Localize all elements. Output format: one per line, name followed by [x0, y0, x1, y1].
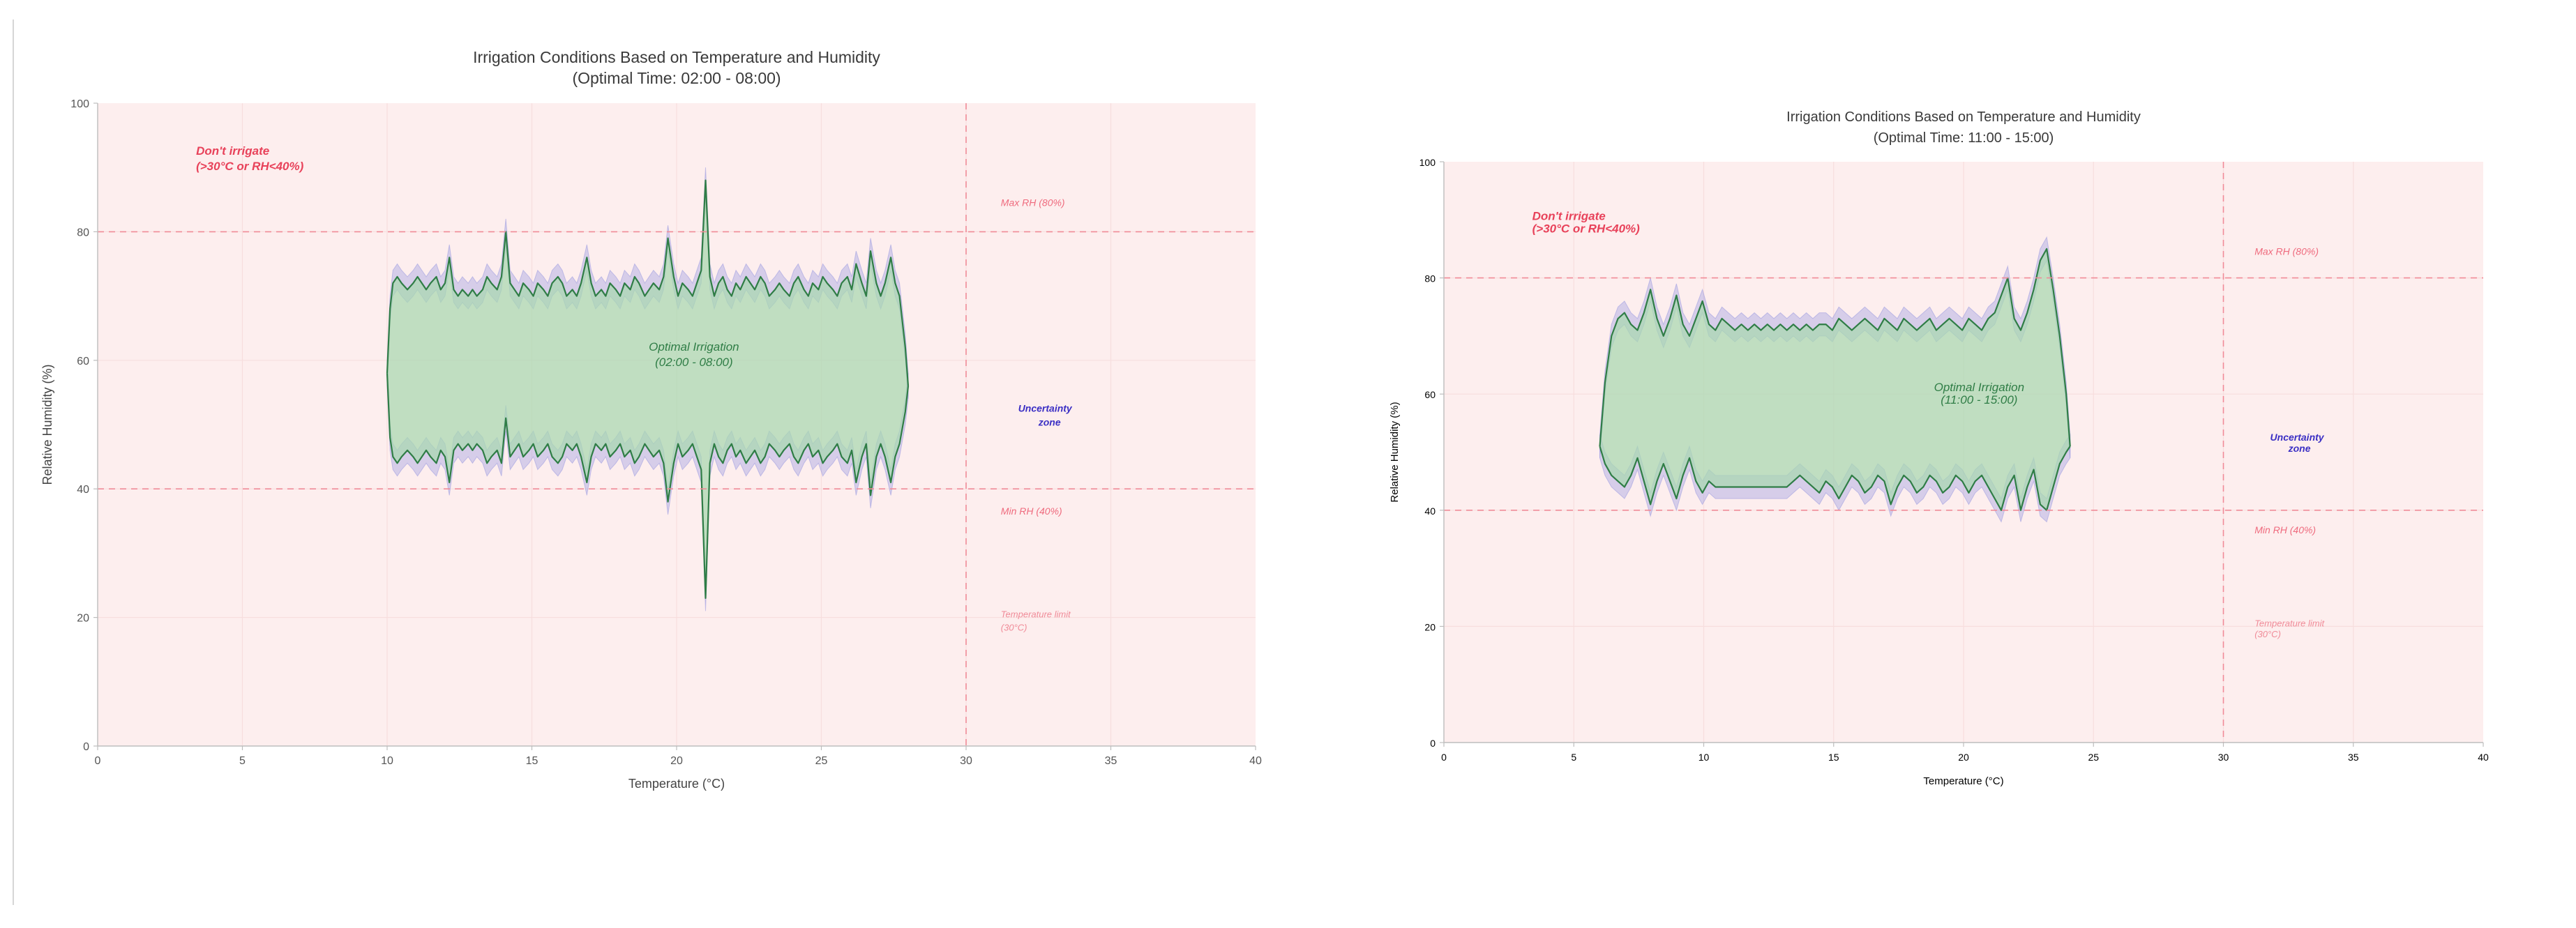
humidity-line [1599, 446, 2071, 511]
chart-title: Irrigation Conditions Based on Temperatu… [473, 48, 880, 66]
x-tick-label: 20 [1958, 752, 1969, 763]
humidity-line [386, 373, 910, 600]
panel-left-edge [13, 20, 14, 905]
annotation-temperature-limit-line1: Temperature limit [1001, 609, 1071, 620]
annotation-optimal-irrigation-line2: (02:00 - 08:00) [655, 356, 733, 369]
humidity-line [1599, 248, 2071, 447]
chart-subtitle: (Optimal Time: 11:00 - 15:00) [1874, 130, 2054, 146]
y-tick-label: 20 [77, 613, 89, 625]
y-axis-label: Relative Humidity (%) [40, 364, 54, 485]
x-tick-label: 30 [960, 755, 972, 767]
x-tick-label: 25 [815, 755, 828, 767]
chart-title: Irrigation Conditions Based on Temperatu… [1786, 109, 2141, 125]
annotation-min-rh-label: Min RH (40%) [1001, 505, 1062, 517]
x-tick-label: 5 [239, 755, 246, 767]
y-tick-label: 0 [1430, 738, 1436, 749]
annotation-max-rh-label: Max RH (80%) [1001, 197, 1065, 208]
y-tick-label: 100 [1419, 157, 1436, 168]
x-tick-label: 40 [2478, 752, 2489, 763]
x-axis-label: Temperature (°C) [628, 777, 725, 791]
y-tick-label: 20 [1424, 621, 1436, 632]
x-tick-label: 15 [1828, 752, 1839, 763]
annotation-dont-irrigate-line2: (>30°C or RH<40%) [196, 160, 304, 173]
x-tick-label: 0 [95, 755, 101, 767]
humidity-line [386, 179, 910, 386]
annotation-uncertainty-line2: zone [1038, 417, 1061, 428]
chart-svg-right: 0 5 10 15 20 25 30 35 40 0 20 40 60 80 100 Temperature … [1389, 109, 2489, 787]
y-tick-label: 60 [1424, 389, 1436, 400]
annotation-min-rh-label: Min RH (40%) [2254, 524, 2316, 535]
y-tick-label: 60 [77, 356, 89, 367]
annotation-dont-irrigate-line1: Don't irrigate [196, 144, 269, 158]
y-tick-label: 80 [77, 227, 89, 238]
x-tick-label: 20 [670, 755, 683, 767]
annotation-uncertainty-line1: Uncertainty [2270, 432, 2325, 443]
x-axis-label: Temperature (°C) [1923, 775, 2003, 787]
y-tick-label: 0 [83, 741, 89, 753]
annotation-optimal-irrigation-line2: (11:00 - 15:00) [1941, 393, 2017, 406]
annotation-temperature-limit-line2: (30°C) [2254, 629, 2281, 639]
annotation-temperature-limit-line2: (30°C) [1001, 623, 1027, 633]
x-tick-label: 10 [1698, 752, 1710, 763]
y-axis-label: Relative Humidity (%) [1389, 402, 1401, 502]
x-tick-label: 15 [526, 755, 538, 767]
x-tick-label: 10 [381, 755, 393, 767]
y-tick-label: 80 [1424, 273, 1436, 284]
y-tick-label: 40 [77, 484, 89, 496]
x-tick-label: 25 [2088, 752, 2099, 763]
annotation-optimal-irrigation-line1: Optimal Irrigation [1934, 381, 2024, 394]
chart-panel-right: 0 5 10 15 20 25 30 35 40 0 20 40 60 80 100 Temperature … [1346, 0, 2576, 928]
x-tick-label: 0 [1441, 752, 1447, 763]
annotation-dont-irrigate-line1: Don't irrigate [1532, 209, 1606, 222]
chart-svg-left: 0 5 10 15 20 25 30 35 40 0 20 40 60 80 100 Temperature … [40, 48, 1262, 791]
x-tick-label: 35 [1105, 755, 1117, 767]
x-tick-label: 35 [2348, 752, 2359, 763]
annotation-dont-irrigate-line2: (>30°C or RH<40%) [1532, 222, 1641, 235]
x-tick-label: 30 [2218, 752, 2229, 763]
chart-panel-left: 0 5 10 15 20 25 30 35 40 0 20 40 60 80 100 Temperature … [13, 20, 1262, 905]
y-tick-label: 40 [1424, 505, 1436, 517]
optimal-irrigation-band [1599, 248, 2070, 510]
y-tick-label: 100 [70, 98, 89, 110]
annotation-optimal-irrigation-line1: Optimal Irrigation [649, 340, 739, 353]
annotation-uncertainty-line2: zone [2288, 443, 2311, 454]
annotation-max-rh-label: Max RH (80%) [2254, 245, 2319, 257]
annotation-uncertainty-line1: Uncertainty [1018, 403, 1073, 414]
optimal-irrigation-band [387, 180, 908, 598]
chart-subtitle: (Optimal Time: 02:00 - 08:00) [572, 69, 781, 87]
annotation-temperature-limit-line1: Temperature limit [2254, 618, 2325, 628]
x-tick-label: 40 [1249, 755, 1262, 767]
x-tick-label: 5 [1571, 752, 1576, 763]
